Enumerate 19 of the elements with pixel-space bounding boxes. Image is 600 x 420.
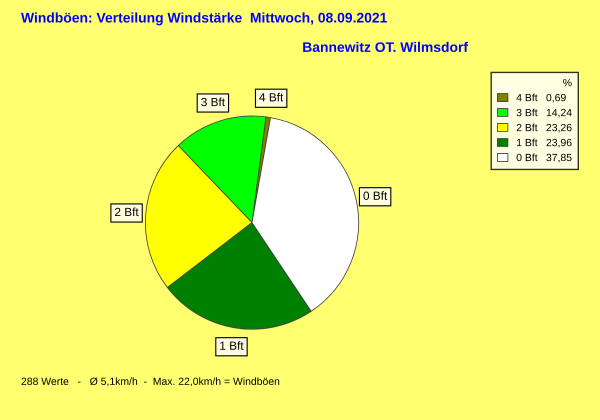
text: 288 Werte - Ø 5,1km/h - Max. 22,0km/h = Windböen xyxy=(22,377,280,386)
legend-label: 4 Bft xyxy=(516,94,538,102)
chart-title: Windböen: Verteilung Windstärke Mittwoch, 08.09.2021 xyxy=(21,12,387,26)
legend-label: 1 Bft xyxy=(517,138,538,146)
data-label: 14,24 xyxy=(546,108,572,118)
legend-label: 0 Bft xyxy=(516,154,538,162)
slice-label: 4 Bft xyxy=(259,92,284,102)
slice-label: 3 Bft xyxy=(201,98,225,106)
data-label: 0,69 xyxy=(546,94,566,103)
legend-label: 3 Bft xyxy=(516,108,538,116)
slice-label: 1 Bft xyxy=(220,341,244,350)
slice-label: 0 Bft xyxy=(363,191,388,200)
data-label: 23,96 xyxy=(546,138,572,148)
slice-label: 2 Bft xyxy=(115,207,139,216)
data-label: 23,26 xyxy=(546,124,572,132)
data-label: 37,85 xyxy=(546,154,572,162)
legend-title: % xyxy=(563,78,572,86)
chart-subtitle: Bannewitz OT. Wilmsdorf xyxy=(303,42,468,52)
legend-label: 2 Bft xyxy=(516,124,538,132)
